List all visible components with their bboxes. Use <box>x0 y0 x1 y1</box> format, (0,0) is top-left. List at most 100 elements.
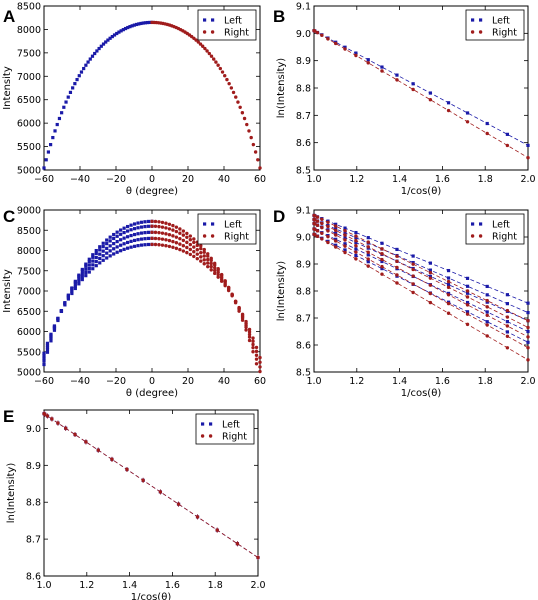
data-point-right <box>315 229 320 233</box>
data-point-right <box>153 224 158 229</box>
data-point-left <box>132 232 137 237</box>
data-point-right <box>485 313 489 317</box>
data-point-left <box>505 293 510 297</box>
data-point-right <box>333 245 338 249</box>
data-point-right <box>247 330 252 334</box>
data-point-left <box>130 24 134 28</box>
data-point-left <box>73 282 77 286</box>
data-point-right <box>251 342 255 347</box>
legend-marker-left <box>211 18 215 22</box>
data-point-right <box>223 279 227 283</box>
data-point-right <box>395 281 399 285</box>
fit-line <box>313 30 529 159</box>
legend-label-right: Right <box>224 27 249 38</box>
data-point-left <box>115 239 119 244</box>
data-point-right <box>192 240 196 245</box>
data-point-left <box>366 260 370 264</box>
data-point-left <box>110 34 114 39</box>
data-point-right <box>192 237 196 241</box>
data-point-right <box>167 233 172 237</box>
data-point-left <box>45 343 50 347</box>
y-tick-label: 9.0 <box>296 233 311 244</box>
data-point-left <box>115 31 119 36</box>
data-point-left <box>59 309 64 314</box>
legend-frame <box>465 213 525 245</box>
data-point-left <box>90 54 95 58</box>
data-point-left <box>91 253 95 257</box>
data-point-left <box>108 244 112 248</box>
data-point-right <box>227 81 231 86</box>
y-tick-label: 6000 <box>17 327 41 338</box>
data-point-left <box>91 255 95 259</box>
data-point-right <box>219 272 224 277</box>
data-point-left <box>94 264 98 268</box>
y-tick-label: 5500 <box>17 142 41 153</box>
data-point-right <box>216 270 220 274</box>
x-tick-label: 40 <box>218 174 230 185</box>
data-point-right <box>181 229 186 233</box>
x-tick-label: −40 <box>70 174 90 185</box>
data-point-right <box>209 54 214 58</box>
data-point-right <box>150 230 154 234</box>
data-point-right <box>206 261 210 265</box>
data-point-right <box>215 528 219 532</box>
data-point-right <box>230 293 234 297</box>
data-point-left <box>485 284 489 289</box>
data-point-left <box>77 279 81 283</box>
legend-marker-right <box>210 234 215 238</box>
data-point-right <box>245 122 249 127</box>
data-point-right <box>366 240 370 244</box>
data-point-right <box>195 243 199 248</box>
legend-label-right: Right <box>222 431 247 442</box>
legend-frame <box>197 213 257 245</box>
data-point-right <box>171 234 175 238</box>
data-point-left <box>42 166 46 170</box>
data-point-left <box>143 220 147 224</box>
data-point-left <box>526 143 530 147</box>
x-axis-label: θ (degree) <box>126 186 178 197</box>
data-point-left <box>446 101 451 105</box>
data-point-left <box>112 33 117 37</box>
data-point-right <box>465 303 470 307</box>
data-point-right <box>181 233 186 237</box>
data-point-right <box>202 247 206 252</box>
data-point-right <box>181 249 186 253</box>
data-point-right <box>195 248 199 252</box>
data-point-left <box>354 230 358 235</box>
data-point-left <box>115 234 119 238</box>
data-point-left <box>108 235 112 239</box>
x-tick-label: 2.0 <box>250 580 265 591</box>
data-point-right <box>188 252 193 257</box>
series-group <box>312 213 530 362</box>
x-tick-label: 1.6 <box>435 376 450 387</box>
data-point-left <box>115 250 119 254</box>
data-point-left <box>505 330 510 334</box>
x-tick-label: −60 <box>34 376 54 387</box>
data-point-right <box>333 224 338 228</box>
data-point-left <box>94 248 98 253</box>
data-point-right <box>176 502 181 506</box>
data-point-left <box>49 143 53 147</box>
x-tick-label: −40 <box>70 376 90 387</box>
fit-line <box>313 228 529 332</box>
y-axis-label: ln(Intensity) <box>6 463 17 524</box>
data-point-right <box>171 228 175 232</box>
data-point-left <box>122 226 126 230</box>
data-point-left <box>80 269 84 273</box>
data-point-left <box>122 230 126 235</box>
data-point-left <box>73 286 77 291</box>
data-point-left <box>148 20 152 25</box>
data-point-right <box>181 238 186 243</box>
data-point-right <box>320 217 324 221</box>
data-point-right <box>258 360 262 364</box>
data-point-left <box>105 238 109 242</box>
x-tick-label: −20 <box>106 376 126 387</box>
x-tick-label: 1.8 <box>478 174 493 185</box>
data-point-left <box>465 300 470 305</box>
panel-letter: C <box>3 207 15 226</box>
data-point-left <box>45 345 50 349</box>
data-point-left <box>465 284 470 288</box>
data-point-left <box>334 243 338 247</box>
data-point-left <box>68 90 73 94</box>
data-point-right <box>153 219 158 224</box>
